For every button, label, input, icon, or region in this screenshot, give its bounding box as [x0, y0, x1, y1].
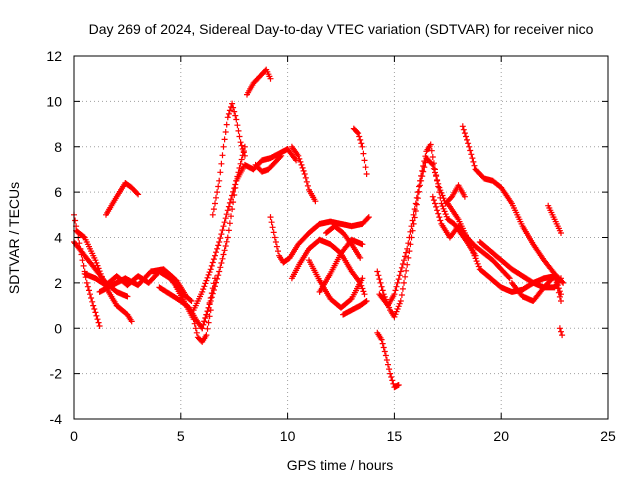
plus-markers: [252, 152, 285, 175]
x-tick-label: 10: [280, 428, 296, 444]
x-tick-label: 25: [600, 428, 616, 444]
x-tick-label: 15: [387, 428, 403, 444]
plus-markers: [209, 100, 248, 218]
plus-markers: [323, 223, 364, 261]
plus-markers: [173, 284, 214, 345]
series-track-19: [323, 223, 364, 261]
y-tick-label: 8: [54, 139, 62, 155]
plus-markers: [244, 66, 274, 98]
plus-markers: [103, 180, 142, 218]
y-tick-label: -4: [50, 411, 63, 427]
series-track-10: [199, 143, 248, 332]
x-axis-title: GPS time / hours: [287, 457, 394, 473]
series-track-13: [252, 152, 285, 175]
series-track-21: [350, 125, 370, 177]
chart-title: Day 269 of 2024, Sidereal Day-to-day VTE…: [89, 21, 594, 37]
plus-markers: [288, 143, 319, 205]
plus-markers: [199, 143, 248, 332]
series-track-26: [459, 123, 567, 286]
plus-markers: [374, 329, 402, 391]
axis-ticks: 0 5 10 15 20 25 -4 -2 0 2 4 6 8 10 12: [46, 48, 616, 444]
plus-markers: [350, 125, 370, 177]
plus-markers: [340, 298, 370, 318]
plus-markers: [376, 141, 479, 309]
y-tick-label: 12: [46, 48, 62, 64]
grid-lines: [74, 56, 608, 419]
plus-markers: [306, 257, 366, 311]
series-track-20: [340, 298, 370, 318]
x-tick-label: 5: [177, 428, 185, 444]
plus-markers: [545, 202, 564, 236]
plus-markers: [190, 146, 300, 314]
x-tick-label: 20: [493, 428, 509, 444]
series-track-5: [103, 180, 142, 218]
series-track-14: [288, 143, 319, 205]
series-track-31: [556, 325, 566, 339]
x-tick-label: 0: [70, 428, 78, 444]
plus-markers: [96, 266, 189, 298]
series-track-17: [306, 257, 366, 311]
plus-markers: [508, 273, 564, 304]
series-track-8: [173, 284, 214, 345]
series-track-22: [374, 329, 402, 391]
y-axis-title: SDTVAR / TECUs: [6, 182, 22, 294]
series-track-6: [96, 266, 189, 298]
y-tick-label: -2: [50, 366, 63, 382]
series-track-15: [267, 214, 372, 266]
plus-markers: [556, 325, 566, 339]
series-track-30: [545, 202, 564, 236]
series-track-29: [508, 273, 564, 304]
series-track-9: [190, 146, 300, 314]
data-markers: [71, 66, 567, 391]
y-tick-label: 10: [46, 93, 62, 109]
y-tick-label: 0: [54, 320, 62, 336]
y-tick-label: 6: [54, 184, 62, 200]
series-track-11: [209, 100, 248, 218]
series-track-24: [376, 141, 479, 309]
plus-markers: [267, 214, 372, 266]
plus-markers: [316, 236, 366, 295]
plus-markers: [459, 123, 567, 286]
series-track-12: [244, 66, 274, 98]
y-tick-label: 2: [54, 275, 62, 291]
series-track-18: [316, 236, 366, 295]
y-tick-label: 4: [54, 230, 62, 246]
